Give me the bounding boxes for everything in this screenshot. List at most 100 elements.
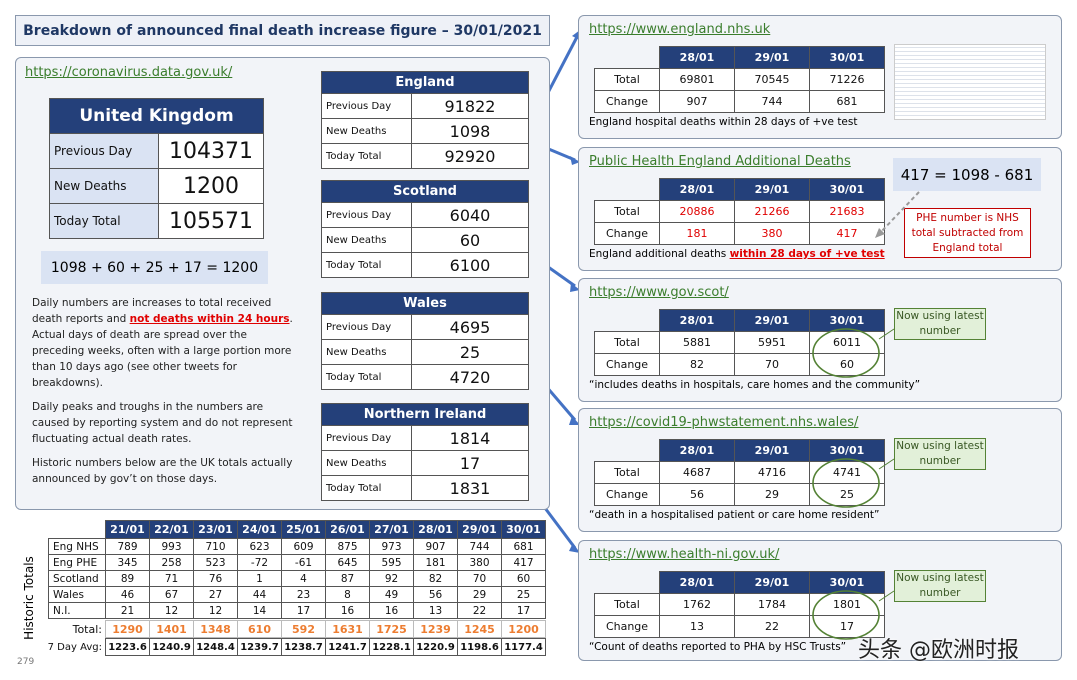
cell: 22/01 (149, 520, 194, 539)
cell: 91822 (411, 93, 529, 119)
cell: Change (594, 483, 660, 506)
caption-text: England hospital deaths within 28 days o… (589, 116, 858, 128)
cell: Total (594, 593, 660, 616)
note-text: Daily numbers are increases to total rec… (32, 297, 272, 325)
cell: 27/01 (369, 520, 414, 539)
cell: 30/01 (809, 439, 885, 462)
historic-label-text: Historic Totals (22, 556, 36, 640)
source-link[interactable]: https://www.gov.scot/ (589, 285, 729, 300)
callout: Now using latest number (894, 438, 986, 470)
cell: Previous Day (321, 314, 412, 340)
caption-text: “includes deaths in hospitals, care home… (589, 379, 921, 391)
cell: 1814 (411, 425, 529, 451)
cell: 1177.4 (501, 638, 546, 656)
cell: 28/01 (659, 571, 735, 594)
cell: 28/01 (413, 520, 458, 539)
cell: 60 (501, 570, 546, 587)
cell: 25 (809, 483, 885, 506)
cell: United Kingdom (49, 98, 264, 134)
cell: 681 (809, 90, 885, 113)
cell: 609 (281, 538, 326, 555)
cell: 5951 (734, 331, 810, 354)
cell: 25 (501, 586, 546, 603)
cell: 6040 (411, 202, 529, 228)
callout: PHE number is NHS total subtracted from … (904, 208, 1031, 258)
cell: Previous Day (49, 133, 159, 169)
source-link[interactable]: https://covid19-phwstatement.nhs.wales/ (589, 415, 859, 430)
cell: 610 (237, 620, 282, 638)
cell: 29 (457, 586, 502, 603)
cell: N.I. (48, 602, 106, 619)
cell: 29 (734, 483, 810, 506)
cell: New Deaths (321, 339, 412, 365)
cell: 28/01 (659, 46, 735, 69)
cell: 181 (413, 554, 458, 571)
cell: 681 (501, 538, 546, 555)
caption-text: “death in a hospitalised patient or care… (589, 509, 880, 521)
source-link[interactable]: https://www.health-ni.gov.uk/ (589, 547, 780, 562)
cell: 973 (369, 538, 414, 555)
cell: 1784 (734, 593, 810, 616)
cell: 71 (149, 570, 194, 587)
cell: 1200 (158, 168, 264, 204)
cell: 44 (237, 586, 282, 603)
cell: Scotland (48, 570, 106, 587)
cell: 46 (105, 586, 150, 603)
equation: 417 = 1098 - 681 (893, 158, 1041, 191)
source-link[interactable]: Public Health England Additional Deaths (589, 154, 851, 169)
cell: 1240.9 (149, 638, 194, 656)
cell: 67 (149, 586, 194, 603)
cell: 29/01 (734, 178, 810, 201)
source-panel: https://www.england.nhs.uk 28/01 29/01 30/0… (578, 15, 1062, 139)
caption: “death in a hospitalised patient or care… (589, 509, 880, 521)
cell: 21 (105, 602, 150, 619)
cell: 22 (457, 602, 502, 619)
cell: 70 (457, 570, 502, 587)
cell: 87 (325, 570, 370, 587)
cell: Today Total (321, 475, 412, 501)
cell: 29/01 (734, 571, 810, 594)
cell: 417 (501, 554, 546, 571)
source-panel: Public Health England Additional Deaths 2… (578, 147, 1062, 271)
cell: 4720 (411, 364, 529, 390)
cell: 21266 (734, 200, 810, 223)
cell: 1241.7 (325, 638, 370, 656)
cell: 4 (281, 570, 326, 587)
caption: “includes deaths in hospitals, care home… (589, 379, 920, 391)
cell: 23 (281, 586, 326, 603)
cell: 1239 (413, 620, 458, 638)
cell: Total: (72, 622, 102, 636)
cell: New Deaths (321, 227, 412, 253)
cell: New Deaths (321, 118, 412, 144)
cell: 21/01 (105, 520, 150, 539)
cell: 20886 (659, 200, 735, 223)
historic-label: Historic Totals (22, 556, 38, 640)
cell: 92920 (411, 143, 529, 169)
cell: 60 (411, 227, 529, 253)
cell: 993 (149, 538, 194, 555)
cell: 645 (325, 554, 370, 571)
source-panel: https://www.gov.scot/28/01 29/01 30/01 Tota… (578, 278, 1062, 402)
cell: 105571 (158, 203, 264, 239)
source-link[interactable]: https://coronavirus.data.gov.uk/ (25, 65, 233, 80)
caption: “Count of deaths reported to PHA by HSC … (589, 641, 846, 653)
cell: 26/01 (325, 520, 370, 539)
cell: Today Total (321, 252, 412, 278)
note: Daily peaks and troughs in the numbers a… (32, 401, 293, 445)
caption-text: “Count of deaths reported to PHA by HSC … (589, 641, 847, 653)
cell: 69801 (659, 68, 735, 91)
notes: Daily numbers are increases to total rec… (32, 295, 294, 495)
cell: 1198.6 (457, 638, 502, 656)
source-link[interactable]: https://www.england.nhs.uk (589, 22, 771, 37)
note: Daily numbers are increases to total rec… (32, 295, 294, 391)
cell: 104371 (158, 133, 264, 169)
cell: 28/01 (659, 439, 735, 462)
cell: 14 (237, 602, 282, 619)
cell: Northern Ireland (321, 403, 529, 426)
cell: 6011 (809, 331, 885, 354)
cell: Today Total (49, 203, 159, 239)
cell: 24/01 (237, 520, 282, 539)
cell: 1238.7 (281, 638, 326, 656)
cell: 345 (105, 554, 150, 571)
cell: -61 (281, 554, 326, 571)
